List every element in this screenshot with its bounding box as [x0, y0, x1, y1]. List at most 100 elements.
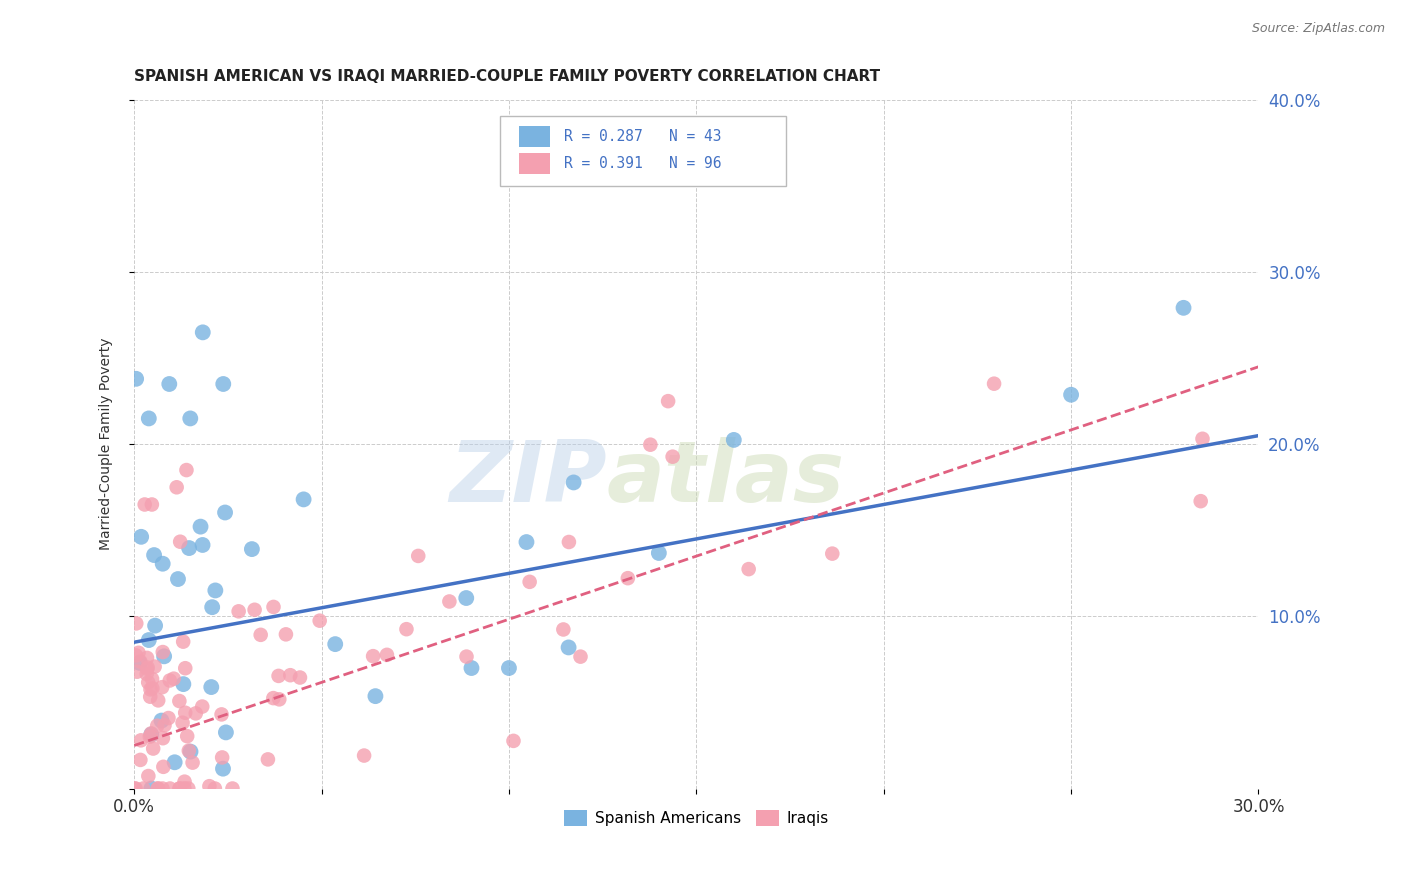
Point: [657, 394, 679, 409]
Point: [353, 748, 375, 763]
Point: [157, 376, 180, 391]
Point: [737, 562, 759, 576]
Point: [139, 730, 162, 744]
Point: [132, 781, 155, 796]
Point: [181, 756, 204, 770]
Point: [169, 694, 191, 708]
Point: [211, 707, 233, 722]
Point: [1173, 301, 1195, 315]
Legend: Spanish Americans, Iraqis: Spanish Americans, Iraqis: [558, 805, 835, 832]
Point: [228, 604, 250, 618]
FancyBboxPatch shape: [519, 153, 550, 174]
Text: R = 0.287   N = 43: R = 0.287 N = 43: [564, 129, 721, 144]
Point: [214, 506, 236, 520]
Point: [212, 376, 235, 391]
Point: [375, 648, 398, 662]
Point: [821, 547, 844, 561]
Point: [221, 781, 243, 796]
Point: [191, 538, 214, 552]
Point: [263, 599, 285, 614]
Point: [557, 640, 579, 655]
Point: [139, 726, 162, 740]
Point: [1191, 432, 1213, 446]
Point: [129, 530, 152, 544]
Point: [141, 681, 163, 696]
Point: [169, 781, 191, 796]
Point: [172, 715, 194, 730]
Point: [169, 781, 191, 796]
Point: [267, 669, 290, 683]
Point: [249, 628, 271, 642]
Point: [143, 618, 166, 632]
Point: [134, 498, 156, 512]
Point: [204, 781, 226, 796]
Y-axis label: Married-Couple Family Poverty: Married-Couple Family Poverty: [100, 338, 114, 550]
Point: [129, 655, 152, 669]
Point: [198, 779, 221, 793]
Point: [274, 627, 297, 641]
Point: [292, 492, 315, 507]
Point: [141, 728, 163, 742]
Text: SPANISH AMERICAN VS IRAQI MARRIED-COUPLE FAMILY POVERTY CORRELATION CHART: SPANISH AMERICAN VS IRAQI MARRIED-COUPLE…: [134, 69, 880, 84]
Point: [138, 633, 160, 648]
Point: [308, 614, 330, 628]
Point: [177, 781, 200, 796]
Point: [212, 762, 235, 776]
Point: [148, 781, 170, 796]
Point: [169, 534, 191, 549]
Point: [361, 649, 384, 664]
Point: [163, 672, 186, 686]
Point: [129, 753, 152, 767]
Point: [179, 541, 201, 555]
Point: [146, 781, 169, 796]
Point: [166, 480, 188, 494]
Point: [150, 714, 173, 728]
Point: [502, 734, 524, 748]
Point: [127, 665, 149, 679]
Text: ZIP: ZIP: [449, 437, 606, 520]
Point: [262, 691, 284, 706]
Point: [204, 583, 226, 598]
Point: [723, 433, 745, 447]
Point: [125, 648, 148, 663]
Point: [191, 326, 214, 340]
Point: [323, 637, 346, 651]
Point: [395, 622, 418, 636]
Point: [136, 651, 159, 665]
Point: [179, 745, 201, 759]
Point: [364, 689, 387, 703]
Point: [143, 659, 166, 673]
Point: [498, 661, 520, 675]
Point: [136, 675, 159, 690]
Point: [124, 781, 146, 796]
Point: [661, 450, 683, 464]
Point: [515, 535, 537, 549]
Point: [200, 680, 222, 694]
Point: [152, 781, 174, 796]
Point: [172, 677, 194, 691]
Point: [191, 699, 214, 714]
Text: atlas: atlas: [606, 437, 845, 520]
Point: [240, 542, 263, 557]
Point: [139, 690, 162, 704]
Point: [138, 769, 160, 783]
Point: [558, 535, 581, 549]
Point: [519, 574, 541, 589]
Point: [163, 756, 186, 770]
Point: [173, 774, 195, 789]
Point: [460, 661, 482, 675]
Point: [278, 668, 301, 682]
Point: [406, 549, 429, 563]
Point: [562, 475, 585, 490]
Point: [146, 719, 169, 733]
Point: [157, 711, 180, 725]
Point: [125, 372, 148, 386]
Point: [153, 718, 176, 732]
Point: [456, 649, 478, 664]
Point: [174, 661, 197, 675]
Point: [553, 623, 575, 637]
FancyBboxPatch shape: [499, 116, 786, 186]
Point: [190, 519, 212, 533]
Point: [177, 744, 200, 758]
Point: [139, 682, 162, 697]
